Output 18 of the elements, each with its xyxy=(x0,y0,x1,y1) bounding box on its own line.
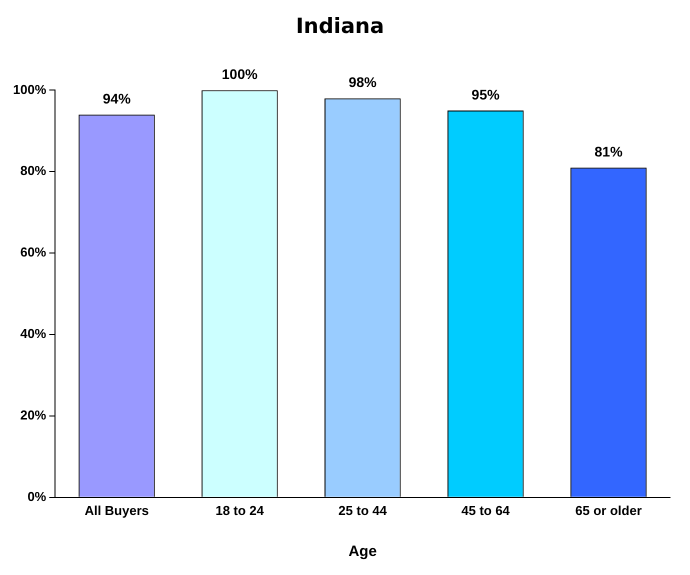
x-tick-label: 25 to 44 xyxy=(338,502,388,518)
y-tick-label: 80% xyxy=(20,163,47,178)
x-axis-title: Age xyxy=(348,543,377,560)
y-tick-label: 0% xyxy=(27,488,47,504)
data-label: 98% xyxy=(348,74,378,90)
y-tick-label: 40% xyxy=(20,326,47,342)
data-label: 95% xyxy=(472,86,500,102)
x-tick-label: All Buyers xyxy=(84,502,149,518)
data-label: 100% xyxy=(222,66,258,82)
chart-title: Indiana xyxy=(296,14,384,38)
data-label: 81% xyxy=(594,143,624,160)
data-label: 94% xyxy=(102,90,132,106)
x-tick-label: 45 to 64 xyxy=(461,502,511,518)
y-tick-label: 60% xyxy=(20,244,47,260)
x-tick-label: 65 or older xyxy=(575,502,642,518)
y-tick-label: 100% xyxy=(13,82,47,97)
y-tick-label: 20% xyxy=(20,408,47,423)
x-tick-label: 18 to 24 xyxy=(215,502,265,518)
